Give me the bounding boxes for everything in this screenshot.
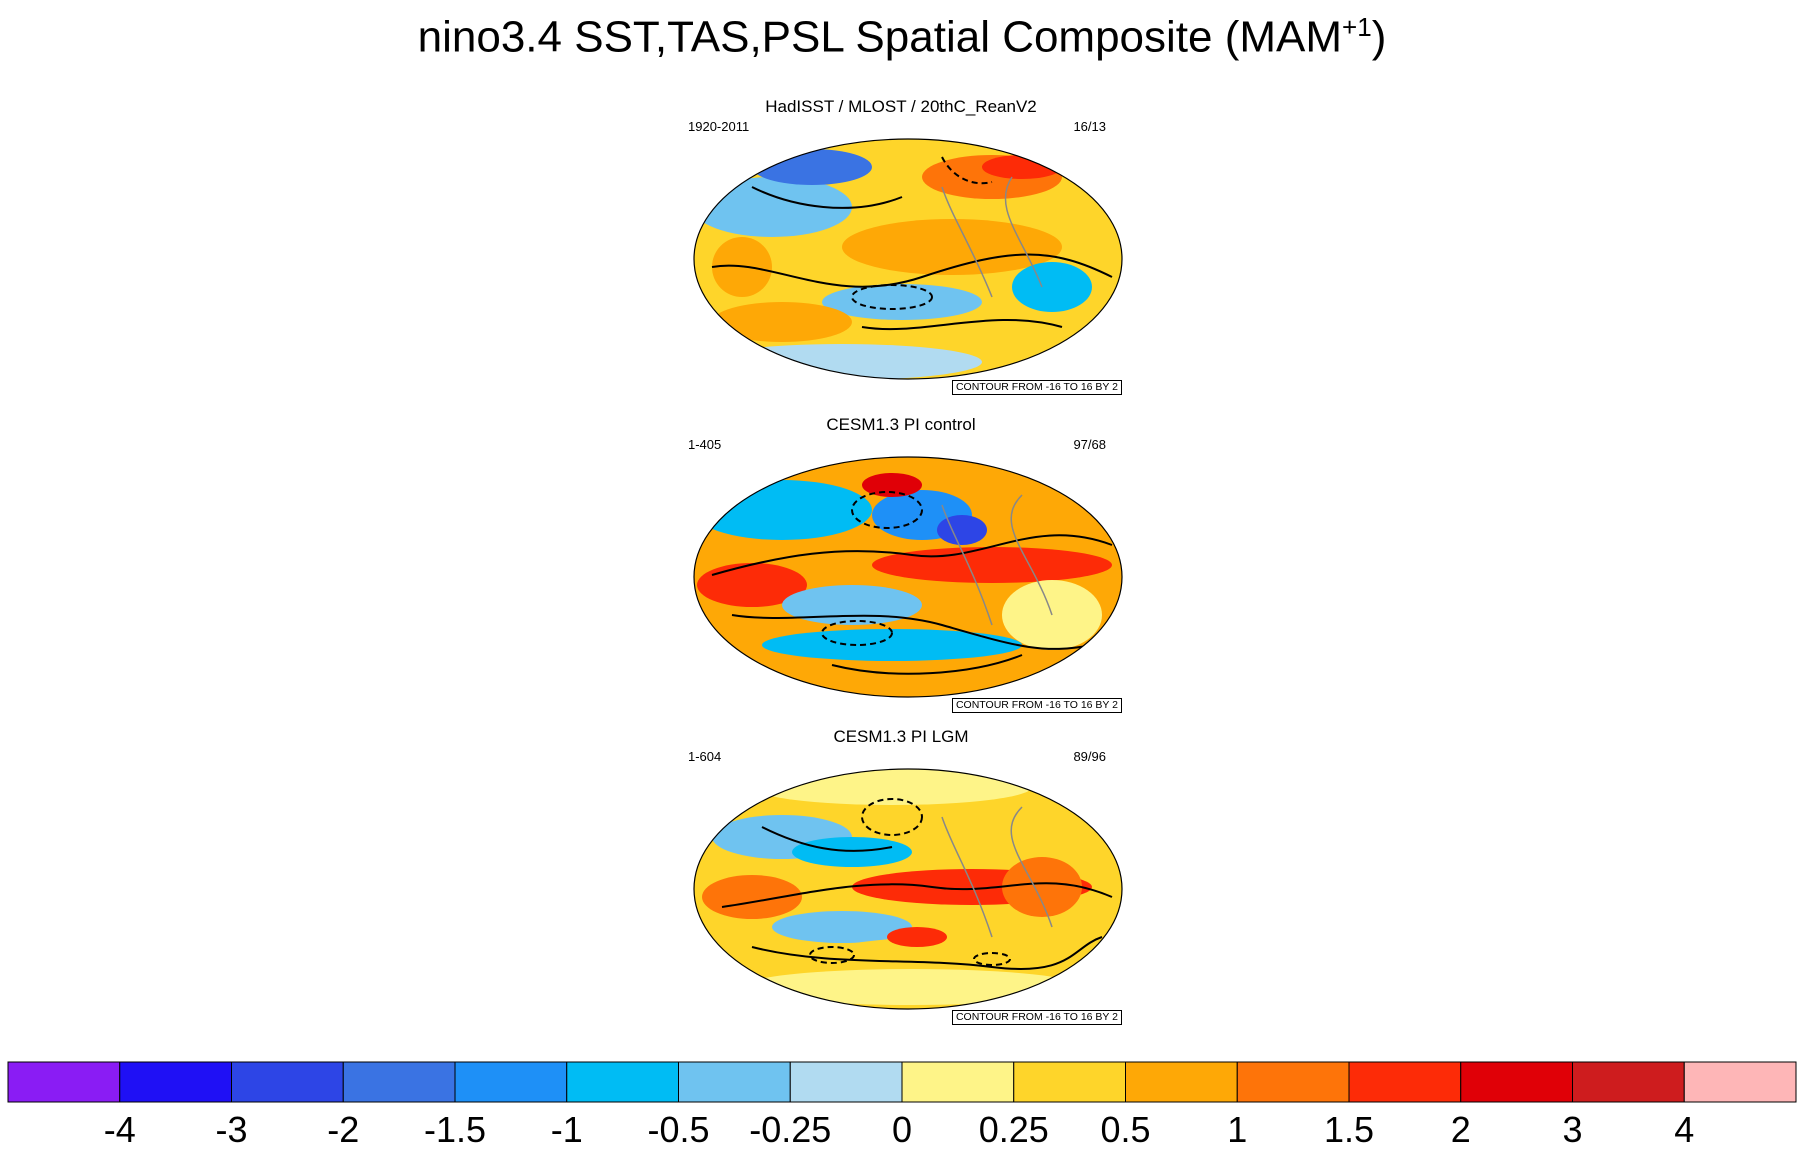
panel-pi-lgm: CESM1.3 PI LGM 1-604 89/96 CONTOUR FROM … — [680, 727, 1123, 1027]
colorbar-label: 4 — [1674, 1109, 1694, 1150]
anomaly-region — [694, 177, 852, 237]
anomaly-region — [772, 911, 912, 943]
panel-period-label: 1-604 — [688, 749, 722, 764]
psl-contour — [861, 318, 1063, 331]
colorbar-box — [1125, 1061, 1238, 1103]
colorbar-box — [901, 1061, 1015, 1103]
anomaly-region — [792, 837, 912, 867]
panel-observations: HadISST / MLOST / 20thC_ReanV2 1920-2011… — [680, 97, 1123, 397]
anomaly-region — [742, 969, 1082, 1005]
panel-period-label: 1920-2011 — [688, 119, 750, 134]
figure-title: nino3.4 SST,TAS,PSL Spatial Composite (M… — [417, 12, 1387, 62]
contour-info: CONTOUR FROM -16 TO 16 BY 2 — [951, 698, 1122, 713]
coastline — [941, 176, 1043, 298]
psl-contour-negative — [821, 620, 893, 646]
colorbar-label: 0.5 — [1100, 1109, 1150, 1150]
colorbar-label: 1.5 — [1324, 1109, 1374, 1150]
anomaly-region — [702, 875, 802, 919]
colorbar-box — [1683, 1061, 1797, 1103]
contour-info: CONTOUR FROM -16 TO 16 BY 2 — [951, 1010, 1122, 1025]
psl-contour — [751, 186, 903, 209]
map-observations — [693, 138, 1123, 380]
psl-contour-negative — [861, 798, 923, 836]
panel-title: CESM1.3 PI control — [826, 415, 976, 434]
psl-contour — [711, 534, 1113, 576]
anomaly-region — [762, 629, 1022, 661]
psl-contour — [751, 936, 1103, 970]
anomaly-region — [842, 219, 1062, 275]
anomaly-region — [1002, 857, 1082, 917]
anomaly-region — [887, 927, 947, 947]
map-pi-lgm — [693, 768, 1123, 1010]
colorbar-box — [1572, 1061, 1685, 1103]
psl-contour-negative — [851, 284, 933, 310]
anomaly-region — [694, 480, 872, 540]
psl-contour — [711, 253, 1113, 288]
psl-contour-negative — [809, 946, 855, 964]
colorbar-box — [1013, 1061, 1126, 1103]
psl-contour — [831, 654, 1023, 675]
panel-period-label: 1-405 — [688, 437, 722, 452]
colorbar-box — [454, 1061, 568, 1103]
panel-pi-control: CESM1.3 PI control 1-405 97/68 CONTOUR F… — [680, 415, 1123, 715]
panel-count-label: 89/96 — [1073, 749, 1106, 764]
anomaly-region — [1012, 262, 1092, 312]
colorbar-box — [566, 1061, 679, 1103]
anomaly-region — [697, 563, 807, 607]
colorbar-label: 0.25 — [979, 1109, 1049, 1150]
psl-contour — [721, 882, 1113, 908]
colorbar-label: -0.25 — [749, 1109, 831, 1150]
colorbar-label: -0.5 — [647, 1109, 709, 1150]
colorbar-box — [231, 1061, 344, 1103]
anomaly-region — [862, 473, 922, 497]
psl-contour — [731, 614, 1093, 650]
anomaly-region — [982, 155, 1062, 179]
colorbar-label: 2 — [1451, 1109, 1471, 1150]
colorbar-box — [119, 1061, 232, 1103]
panel-count-label: 16/13 — [1073, 119, 1106, 134]
anomaly-region — [822, 284, 982, 320]
colorbar-label: -1 — [551, 1109, 583, 1150]
psl-contour-negative — [941, 156, 993, 185]
colorbar-label: -3 — [215, 1109, 247, 1150]
panel-title: HadISST / MLOST / 20thC_ReanV2 — [765, 97, 1037, 116]
anomaly-region — [752, 671, 1072, 697]
colorbar-label: -1.5 — [424, 1109, 486, 1150]
psl-contour — [761, 826, 893, 852]
colorbar-label: -2 — [327, 1109, 359, 1150]
anomaly-region — [937, 515, 987, 545]
panel-title: CESM1.3 PI LGM — [833, 727, 969, 746]
colorbar-box — [342, 1061, 456, 1103]
colorbar-label: -4 — [104, 1109, 136, 1150]
colorbar-box — [789, 1061, 903, 1103]
map-pi-control — [693, 456, 1123, 698]
coastline — [941, 494, 1053, 626]
anomaly-region — [782, 585, 922, 625]
psl-contour-negative — [973, 952, 1011, 966]
colorbar-box — [678, 1061, 791, 1103]
anomaly-region — [832, 938, 1032, 966]
colorbar-label: 0 — [892, 1109, 912, 1150]
panel-count-label: 97/68 — [1073, 437, 1106, 452]
anomaly-region — [872, 547, 1112, 583]
anomaly-region — [702, 344, 982, 379]
anomaly-region — [712, 302, 852, 342]
colorbar-box — [7, 1061, 121, 1103]
colorbar-label: 1 — [1227, 1109, 1247, 1150]
colorbar-box — [1236, 1061, 1350, 1103]
coastline — [941, 806, 1053, 938]
colorbar-label: 3 — [1562, 1109, 1582, 1150]
psl-contour-negative — [851, 491, 923, 529]
colorbar-box — [1348, 1061, 1462, 1103]
colorbar-box — [1460, 1061, 1573, 1103]
contour-info: CONTOUR FROM -16 TO 16 BY 2 — [951, 380, 1122, 395]
